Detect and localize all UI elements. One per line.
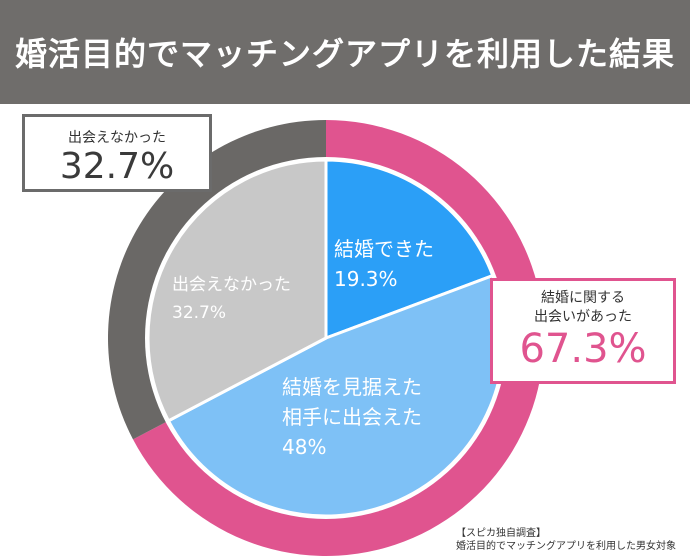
slice-label-1: 結婚を見据えた相手に出会えた 48% xyxy=(282,375,422,459)
source-line2: 婚活目的でマッチングアプリを利用した男女対象 xyxy=(456,541,676,552)
callout-not-met-label: 出会えなかった xyxy=(68,130,166,146)
callout-not-met-value: 32.7% xyxy=(59,146,175,187)
pie-slice-2 xyxy=(146,158,328,423)
inner-pie xyxy=(146,158,506,518)
callout-marriage-label-line2: 出会いがあった xyxy=(534,309,632,325)
callout-marriage-related: 結婚に関する 出会いがあった 67.3% xyxy=(490,278,676,384)
title-banner: 婚活目的でマッチングアプリを利用した結果 xyxy=(0,0,690,104)
callout-marriage-value: 67.3% xyxy=(519,326,647,372)
pie-slice-0 xyxy=(324,158,495,341)
source-note: 【スピカ独自調査】 婚活目的でマッチングアプリを利用した男女対象 xyxy=(456,527,676,553)
slice-label-2: 出会えなかった 32.7% xyxy=(172,275,291,323)
chart-title: 婚活目的でマッチングアプリを利用した結果 xyxy=(14,35,675,73)
callout-marriage-label-line1: 結婚に関する xyxy=(541,290,625,306)
slice-label-0: 結婚できた 19.3% xyxy=(334,237,434,291)
source-line1: 【スピカ独自調査】 xyxy=(456,528,546,539)
slice-labels: 結婚できた 19.3% 結婚を見据えた相手に出会えた 48% 出会えなかった 32.7% xyxy=(172,237,434,459)
callout-not-met: 出会えなかった 32.7% xyxy=(22,114,212,192)
